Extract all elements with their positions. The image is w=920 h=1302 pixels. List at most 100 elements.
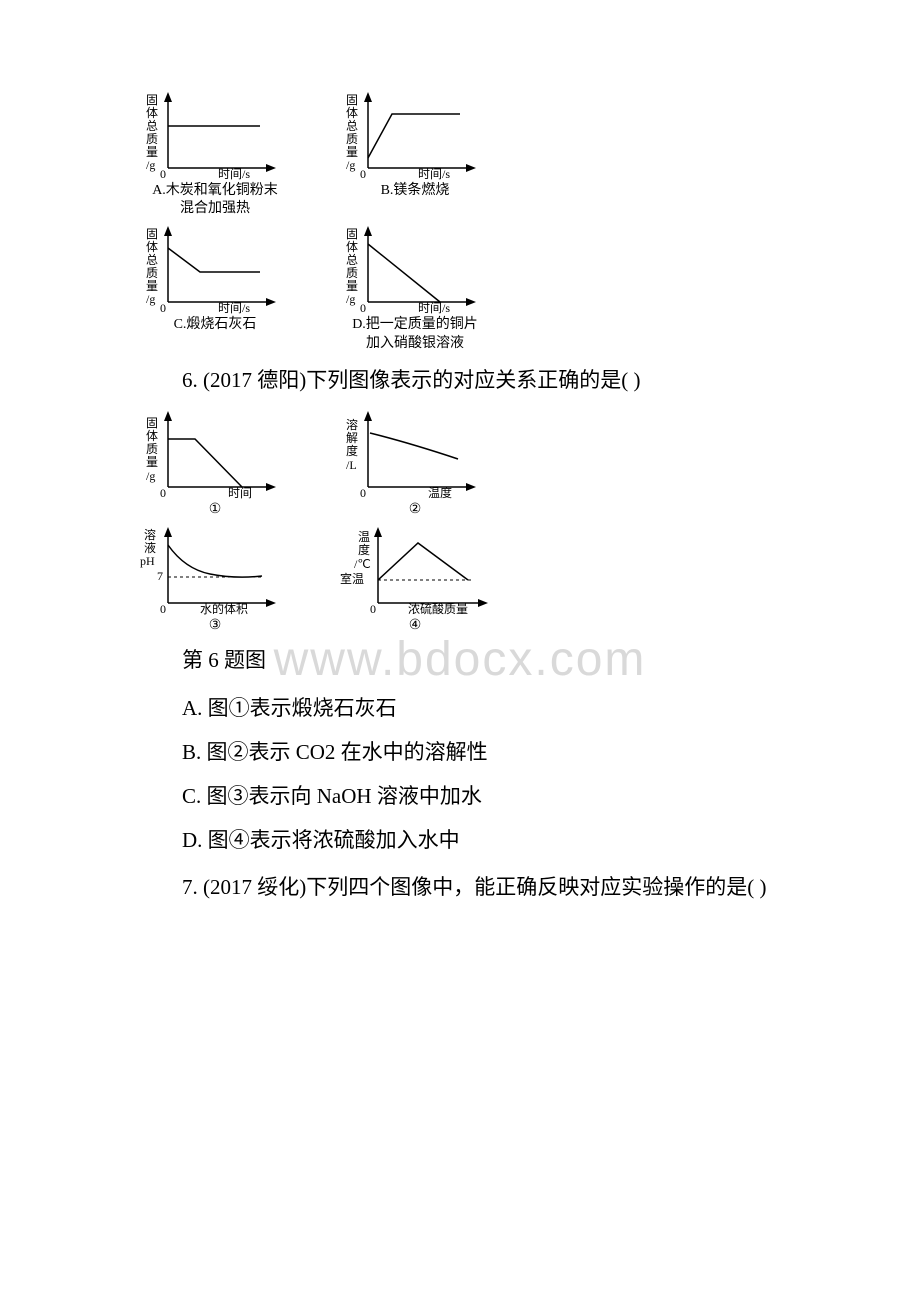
chart-D-svg: 固 体 总 质 量 /g 0 时间/s <box>340 224 490 314</box>
svg-text:量: 量 <box>146 279 158 293</box>
svg-text:/℃: /℃ <box>354 557 371 571</box>
data-line <box>368 244 440 302</box>
q6-row1: 固 体 质 量 /g 0 时间 ① 溶 解 <box>140 409 780 519</box>
svg-text:量: 量 <box>346 279 358 293</box>
q6-figure-caption: 第 6 题图 <box>140 641 780 681</box>
svg-text:体: 体 <box>146 240 158 254</box>
ylabel-unit: /L <box>346 458 357 472</box>
x-axis-label: 时间/s <box>218 167 250 180</box>
chart-4: 温 度 /℃ 室温 0 浓硫酸质量 ④ <box>340 525 490 635</box>
origin-label: 0 <box>360 167 366 180</box>
svg-text:质: 质 <box>146 266 158 280</box>
x-axis-label: 时间/s <box>418 167 450 180</box>
chart-D: 固 体 总 质 量 /g 0 时间/s D.把一定质量的铜片加入硝酸银溶液 <box>340 224 490 352</box>
chart-3-sub: ③ <box>140 617 290 635</box>
chart-A-svg: 固 体 总 质 量 /g 0 时间/s <box>140 90 290 180</box>
chart-1-sub: ① <box>140 501 290 519</box>
data-line <box>168 439 242 487</box>
origin-label: 0 <box>370 602 376 615</box>
svg-text:pH: pH <box>140 554 155 568</box>
chart-1: 固 体 质 量 /g 0 时间 ① <box>140 409 290 519</box>
x-axis-label: 温度 <box>428 485 452 499</box>
origin-label: 0 <box>160 301 166 314</box>
chart-A: 固 体 总 质 量 /g 0 时间/s A.木炭和氧化铜粉末混合加强热 <box>140 90 290 218</box>
origin-label: 0 <box>360 486 366 499</box>
svg-text:度: 度 <box>346 443 358 458</box>
chart-3-svg: 溶 液 pH 0 水的体积 7 <box>140 525 290 615</box>
q6-option-C: C. 图③表示向 NaOH 溶液中加水 <box>140 777 780 817</box>
page-content: 固 体 总 质 量 /g 0 时间/s A.木炭和氧化铜粉末混合加强热 <box>140 90 780 908</box>
data-line <box>168 545 262 577</box>
q7-text: 7. (2017 绥化)下列四个图像中，能正确反映对应实验操作的是( ) <box>140 868 780 908</box>
svg-text:量: 量 <box>346 145 358 159</box>
svg-text:量: 量 <box>146 455 158 469</box>
chart-B-caption: B.镁条燃烧 <box>340 182 490 200</box>
y-arrow <box>164 92 172 102</box>
svg-text:/g: /g <box>146 469 155 483</box>
figset1-row2: 固 体 总 质 量 /g 0 时间/s C.煅烧石灰石 <box>140 224 780 352</box>
chart-1-svg: 固 体 质 量 /g 0 时间 <box>140 409 290 499</box>
chart-3: 溶 液 pH 0 水的体积 7 ③ <box>140 525 290 635</box>
q6-row2: 溶 液 pH 0 水的体积 7 ③ 温 度 /℃ <box>140 525 780 635</box>
chart-D-caption: D.把一定质量的铜片加入硝酸银溶液 <box>350 316 480 352</box>
ylabel-char: 固 <box>146 93 158 107</box>
svg-text:固: 固 <box>346 93 358 107</box>
origin-label: 0 <box>160 602 166 615</box>
origin-label: 0 <box>160 167 166 180</box>
ylabel-unit: /g <box>146 158 155 172</box>
svg-text:固: 固 <box>146 227 158 241</box>
svg-text:度: 度 <box>358 542 370 557</box>
svg-text:总: 总 <box>346 119 358 133</box>
chart-4-svg: 温 度 /℃ 室温 0 浓硫酸质量 <box>340 525 500 615</box>
svg-text:解: 解 <box>346 431 358 445</box>
chart-2-sub: ② <box>340 501 490 519</box>
q7-text-span: 7. (2017 绥化)下列四个图像中，能正确反映对应实验操作的是( ) <box>182 875 766 899</box>
yline-label: 室温 <box>340 571 364 586</box>
x-axis-label: 时间/s <box>218 301 250 314</box>
origin-label: 0 <box>360 301 366 314</box>
chart-B-ylabel-group: 固 体 总 质 量 /g <box>346 93 358 172</box>
ylabel-char: 质 <box>146 132 158 146</box>
svg-text:液: 液 <box>144 540 156 555</box>
x-axis-label: 时间 <box>228 486 252 499</box>
figset1-row1: 固 体 总 质 量 /g 0 时间/s A.木炭和氧化铜粉末混合加强热 <box>140 90 780 218</box>
data-line <box>368 114 460 158</box>
chart-2-svg: 溶 解 度 /L 0 温度 <box>340 409 490 499</box>
chart-A-caption: A.木炭和氧化铜粉末混合加强热 <box>150 182 280 218</box>
yline-label: 7 <box>157 569 163 583</box>
svg-text:质: 质 <box>346 266 358 280</box>
q6-text: 6. (2017 德阳)下列图像表示的对应关系正确的是( ) <box>140 361 780 401</box>
svg-text:/g: /g <box>146 292 155 306</box>
chart-B: 固 体 总 质 量 /g 0 时间/s B.镁条燃烧 <box>340 90 490 218</box>
svg-text:质: 质 <box>146 442 158 456</box>
q6-option-A: A. 图①表示煅烧石灰石 <box>140 689 780 729</box>
svg-text:体: 体 <box>346 106 358 120</box>
svg-text:总: 总 <box>346 253 358 267</box>
svg-text:/g: /g <box>346 158 355 172</box>
chart-4-sub: ④ <box>340 617 490 635</box>
chart-2: 溶 解 度 /L 0 温度 ② <box>340 409 490 519</box>
svg-text:固: 固 <box>346 227 358 241</box>
svg-text:/g: /g <box>346 292 355 306</box>
svg-text:质: 质 <box>346 132 358 146</box>
chart-B-svg: 固 体 总 质 量 /g 0 时间/s <box>340 90 490 180</box>
svg-text:总: 总 <box>146 253 158 267</box>
data-line <box>378 543 468 580</box>
ylabel-char: 体 <box>146 106 158 120</box>
svg-text:温: 温 <box>358 530 370 544</box>
x-axis-label: 时间/s <box>418 301 450 314</box>
svg-text:溶: 溶 <box>346 417 358 432</box>
chart-C: 固 体 总 质 量 /g 0 时间/s C.煅烧石灰石 <box>140 224 290 352</box>
data-line <box>370 433 458 459</box>
q6-option-B: B. 图②表示 CO2 在水中的溶解性 <box>140 733 780 773</box>
svg-text:体: 体 <box>146 429 158 443</box>
chart-C-caption: C.煅烧石灰石 <box>140 316 290 334</box>
chart-A-ylabel-group: 固 体 总 质 量 /g <box>146 93 158 172</box>
x-axis-label: 浓硫酸质量 <box>408 601 468 615</box>
data-line <box>168 248 260 272</box>
q6-option-D: D. 图④表示将浓硫酸加入水中 <box>140 821 780 861</box>
svg-text:体: 体 <box>346 240 358 254</box>
x-axis-label: 水的体积 <box>200 601 248 615</box>
ylabel-char: 量 <box>146 145 158 159</box>
svg-text:固: 固 <box>146 416 158 430</box>
